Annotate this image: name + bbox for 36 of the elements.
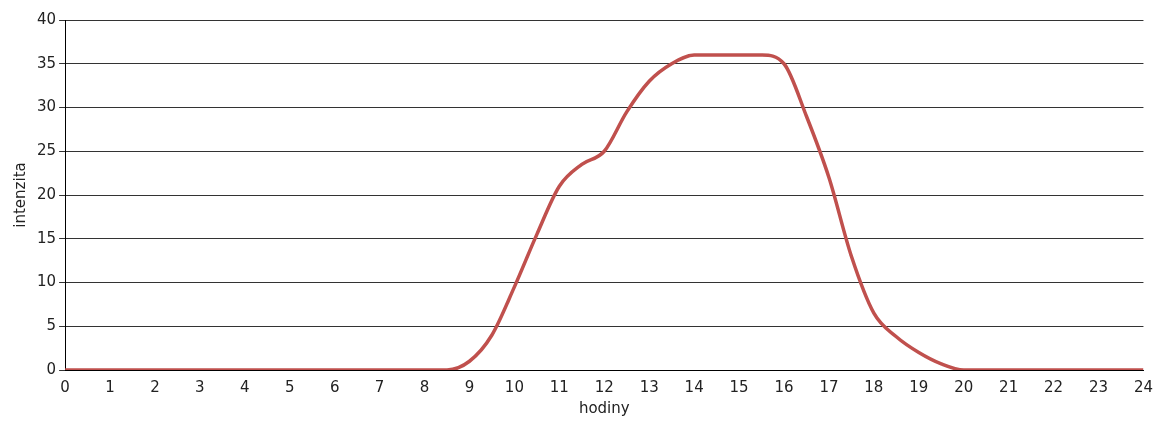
y-tick-label: 15 bbox=[36, 228, 57, 247]
x-tick-label: 24 bbox=[1133, 377, 1153, 396]
x-tick-label: 9 bbox=[464, 377, 475, 396]
x-tick-label: 10 bbox=[504, 377, 524, 396]
x-axis-title: hodiny bbox=[578, 398, 630, 417]
x-tick-label: 21 bbox=[999, 377, 1019, 396]
x-tick-label: 18 bbox=[864, 377, 884, 396]
x-tick-label: 1 bbox=[105, 377, 115, 396]
x-tick-label: 13 bbox=[639, 377, 659, 396]
x-tick-label: 19 bbox=[909, 377, 929, 396]
x-tick-label: 23 bbox=[1088, 377, 1109, 396]
y-tick-label: 20 bbox=[36, 184, 57, 203]
x-tick-label: 14 bbox=[684, 377, 704, 396]
y-tick-label: 40 bbox=[36, 9, 57, 28]
x-tick-label: 16 bbox=[774, 377, 794, 396]
y-tick-label: 25 bbox=[36, 141, 57, 160]
x-tick-label: 3 bbox=[195, 377, 205, 396]
y-tick-label: 5 bbox=[46, 316, 57, 335]
y-axis-title: intenzita bbox=[10, 162, 29, 228]
x-tick-label: 20 bbox=[954, 377, 974, 396]
x-tick-label: 12 bbox=[594, 377, 614, 396]
y-tick-label: 30 bbox=[36, 97, 57, 116]
x-tick-label: 11 bbox=[549, 377, 569, 396]
x-tick-label: 2 bbox=[150, 377, 160, 396]
x-tick-label: 17 bbox=[819, 377, 839, 396]
x-tick-label: 6 bbox=[329, 377, 340, 396]
x-tick-label: 22 bbox=[1044, 377, 1064, 396]
x-tick-label: 15 bbox=[729, 377, 749, 396]
x-tick-label: 8 bbox=[419, 377, 430, 396]
x-tick-label: 4 bbox=[240, 377, 250, 396]
y-tick-label: 10 bbox=[36, 272, 57, 291]
x-tick-label: 7 bbox=[374, 377, 385, 396]
x-tick-label: 5 bbox=[284, 377, 295, 396]
x-tick-label: 0 bbox=[60, 377, 70, 396]
y-tick-label: 0 bbox=[46, 359, 57, 378]
y-tick-label: 35 bbox=[36, 53, 57, 72]
